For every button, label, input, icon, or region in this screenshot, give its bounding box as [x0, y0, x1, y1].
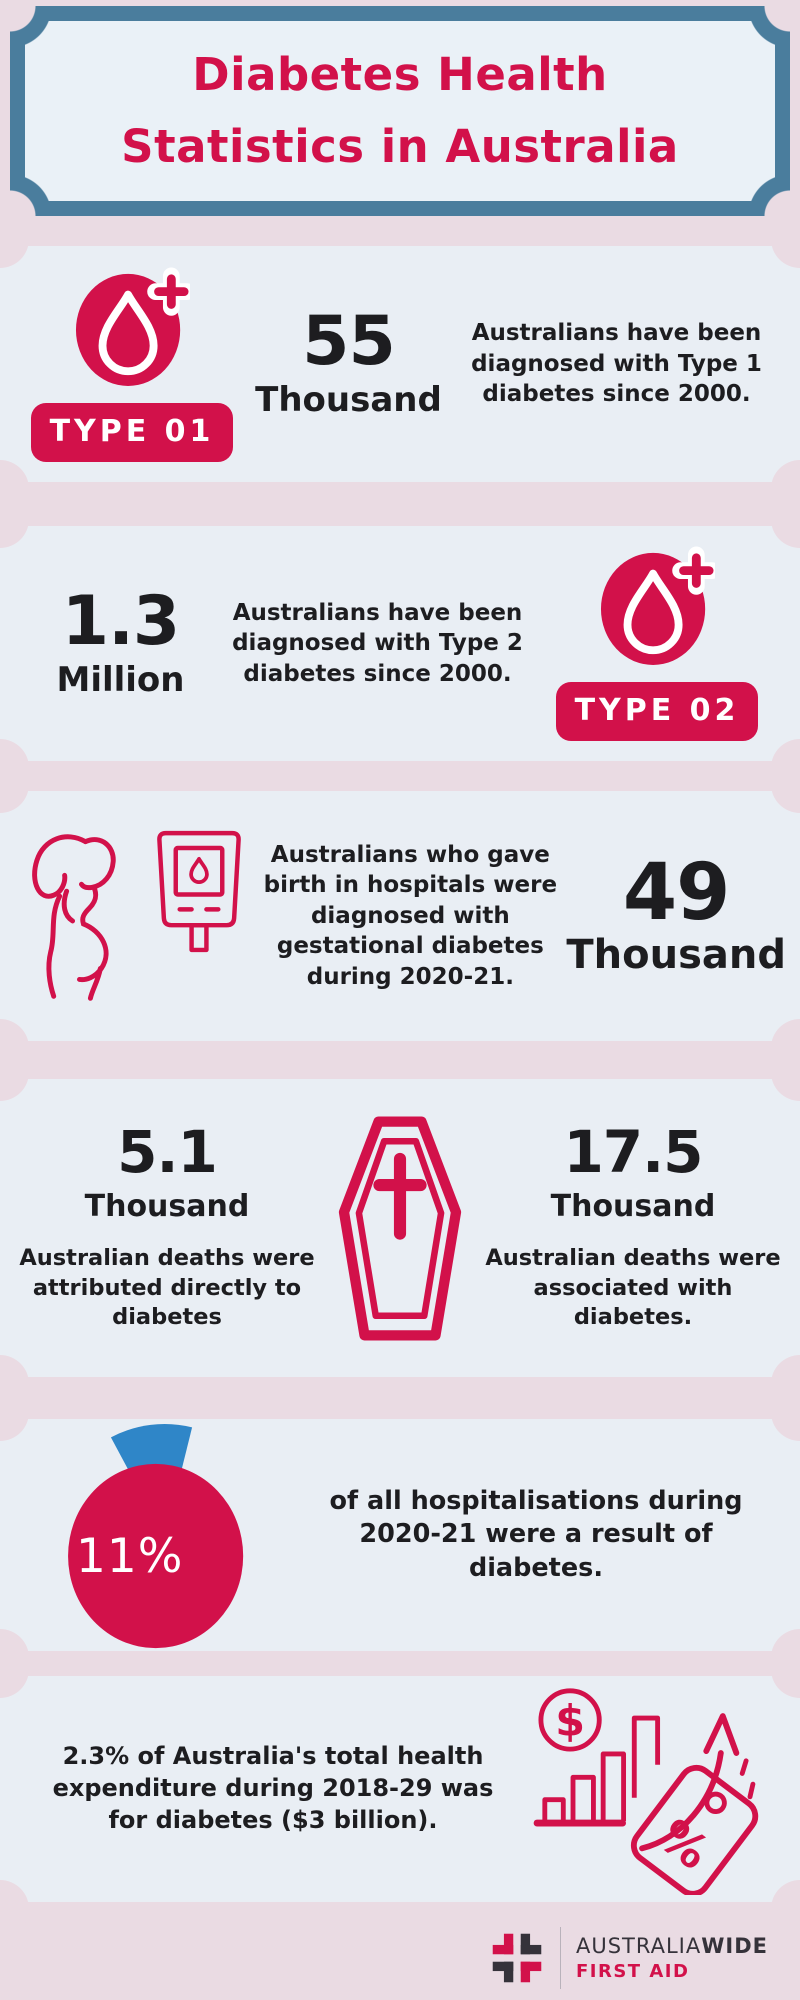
gestational-icon-block — [14, 827, 254, 1005]
pie-center-label: 11% — [76, 1529, 184, 1584]
deaths-associated-stat: 17.5 Thousand Australian deaths were ass… — [476, 1123, 790, 1333]
pie-chart: 11% — [56, 1421, 268, 1649]
header-panel: Diabetes Health Statistics in Australia — [25, 21, 775, 201]
gestational-unit: Thousand — [566, 932, 786, 978]
section-divider — [0, 739, 800, 813]
money-growth-icon-wrap: $ % — [512, 1683, 776, 1895]
type1-description: Australians have been diagnosed with Typ… — [471, 320, 762, 408]
page-title-line1: Diabetes Health — [192, 48, 608, 101]
type2-description: Australians have been diagnosed with Typ… — [232, 599, 523, 687]
expenditure-description: 2.3% of Australia's total health expendi… — [52, 1742, 494, 1834]
card-health-expenditure: 2.3% of Australia's total health expendi… — [0, 1676, 800, 1902]
coffin-icon-wrap — [324, 1106, 476, 1351]
deaths-direct-stat: 5.1 Thousand Australian deaths were attr… — [10, 1123, 324, 1333]
deaths-associated-description: Australian deaths were associated with d… — [485, 1244, 781, 1331]
section-divider — [0, 1355, 800, 1441]
card-type2-diabetes: 1.3 Million Australians have been diagno… — [0, 526, 800, 761]
section-divider — [0, 460, 800, 548]
deaths-associated-unit: Thousand — [550, 1188, 716, 1224]
brand-tagline: FIRST AID — [575, 1961, 690, 1982]
pie-chart-graphic — [68, 1424, 244, 1649]
blood-drop-plus-icon — [75, 267, 190, 386]
section-divider — [0, 1629, 800, 1698]
type2-stat: 1.3 Million — [28, 581, 213, 700]
deaths-direct-unit: Thousand — [84, 1188, 250, 1224]
card-hospitalisations: 11% of all hospitalisations during 2020-… — [0, 1419, 800, 1651]
type1-unit: Thousand — [255, 380, 442, 420]
type2-value: 1.3 — [61, 581, 180, 661]
first-aid-cross-logo-icon — [492, 1933, 542, 1983]
type1-icon-block: TYPE 01 — [18, 267, 246, 462]
pregnant-woman-icon — [32, 834, 116, 1001]
gestational-description: Australians who gave birth in hospitals … — [263, 842, 558, 990]
section-divider — [0, 194, 800, 268]
type1-value: 55 — [302, 302, 396, 381]
card-gestational-diabetes: Australians who gave birth in hospitals … — [0, 791, 800, 1041]
money-growth-icon: $ % — [533, 1688, 759, 1895]
gestational-stat: 49 Thousand — [566, 854, 786, 978]
price-tag-icon: % — [630, 1764, 759, 1895]
card-type1-diabetes: TYPE 01 55 Thousand Australians have bee… — [0, 246, 800, 482]
section-divider — [0, 1880, 800, 1938]
header-frame: Diabetes Health Statistics in Australia — [10, 6, 790, 216]
type2-badge: TYPE 02 — [555, 682, 759, 741]
pie-slice-other — [68, 1463, 244, 1649]
type2-icon-block: TYPE 02 — [542, 546, 772, 741]
section-divider — [0, 1019, 800, 1101]
type1-badge: TYPE 01 — [30, 402, 234, 462]
blood-drop-plus-icon — [600, 546, 715, 665]
page-title-line2: Statistics in Australia — [121, 120, 679, 173]
type2-unit: Million — [56, 659, 185, 700]
footer: AUSTRALIAWIDE FIRST AID — [0, 1916, 800, 2000]
gestational-value: 49 — [622, 848, 731, 938]
card-diabetes-deaths: 5.1 Thousand Australian deaths were attr… — [0, 1079, 800, 1377]
deaths-direct-description: Australian deaths were attributed direct… — [19, 1244, 315, 1331]
brand-name-regular: AUSTRALIA — [575, 1934, 702, 1958]
dollar-sign-glyph: $ — [555, 1697, 585, 1747]
brand-text: AUSTRALIAWIDE FIRST AID — [576, 1934, 768, 1982]
deaths-direct-value: 5.1 — [117, 1117, 218, 1186]
glucose-meter-icon — [157, 830, 241, 953]
brand-name: AUSTRALIAWIDE — [576, 1934, 768, 1958]
deaths-associated-value: 17.5 — [563, 1117, 703, 1186]
logo-divider — [559, 1927, 561, 1989]
hospitalisations-description: of all hospitalisations during 2020-21 w… — [329, 1485, 743, 1583]
brand-name-bold: WIDE — [701, 1934, 768, 1958]
coffin-icon — [338, 1116, 462, 1341]
type1-stat: 55 Thousand — [246, 302, 451, 421]
